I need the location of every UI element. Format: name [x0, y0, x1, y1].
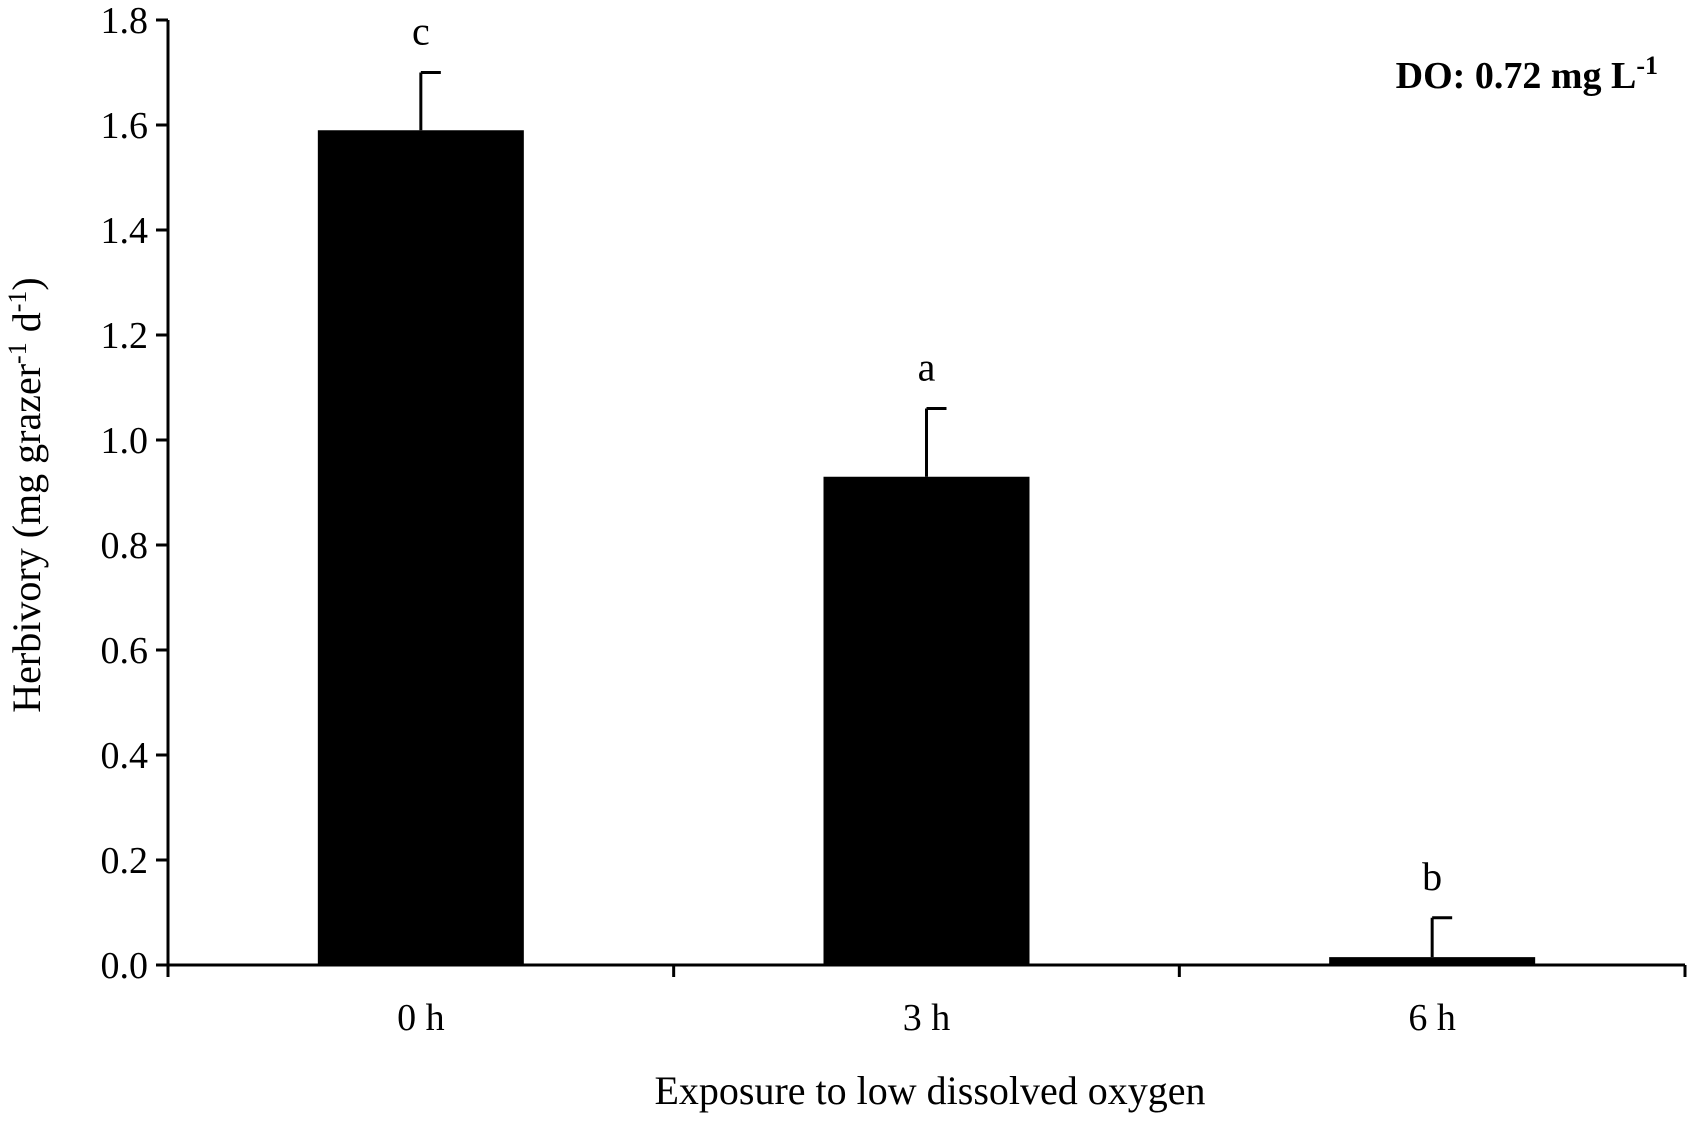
y-axis: 0.0 0.2 0.4 0.6 0.8 1.0 1.2 1.4 1.6 1.8	[101, 0, 170, 987]
x-tick-label: 6 h	[1408, 997, 1456, 1039]
y-tick-label: 1.8	[101, 0, 149, 42]
y-axis-title-part: d	[4, 312, 49, 342]
significance-letter: a	[918, 345, 936, 390]
y-tick-label: 1.6	[101, 105, 149, 147]
significance-letter: b	[1422, 854, 1442, 899]
bar	[317, 130, 524, 965]
y-tick-label: 1.2	[101, 315, 149, 357]
bar	[1329, 957, 1536, 965]
y-tick-label: 0.6	[101, 630, 149, 672]
y-axis-title-sup: -1	[3, 291, 32, 313]
do-annotation-text: DO: 0.72 mg L	[1396, 55, 1637, 97]
x-tick-label: 3 h	[903, 997, 951, 1039]
y-axis-title-part: Herbivory (mg grazer	[4, 364, 49, 713]
y-tick-label: 0.4	[101, 735, 149, 777]
bar	[823, 476, 1030, 965]
do-annotation: DO: 0.72 mg L-1	[1396, 51, 1658, 98]
do-annotation-sup: -1	[1636, 51, 1658, 80]
x-tick-label: 0 h	[397, 997, 445, 1039]
x-axis-title: Exposure to low dissolved oxygen	[654, 1068, 1205, 1113]
bars: c a b	[317, 9, 1536, 965]
y-tick-label: 0.8	[101, 525, 149, 567]
x-axis: 0 h 3 h 6 h	[166, 963, 1687, 1039]
y-tick-label: 0.2	[101, 840, 149, 882]
y-tick-label: 1.0	[101, 420, 149, 462]
significance-letter: c	[412, 9, 430, 54]
y-axis-title-part: )	[4, 277, 49, 290]
y-tick-label: 0.0	[101, 945, 149, 987]
y-tick-label: 1.4	[101, 210, 149, 252]
y-axis-title: Herbivory (mg grazer-1 d-1)	[3, 277, 50, 712]
y-axis-title-sup: -1	[3, 342, 32, 364]
